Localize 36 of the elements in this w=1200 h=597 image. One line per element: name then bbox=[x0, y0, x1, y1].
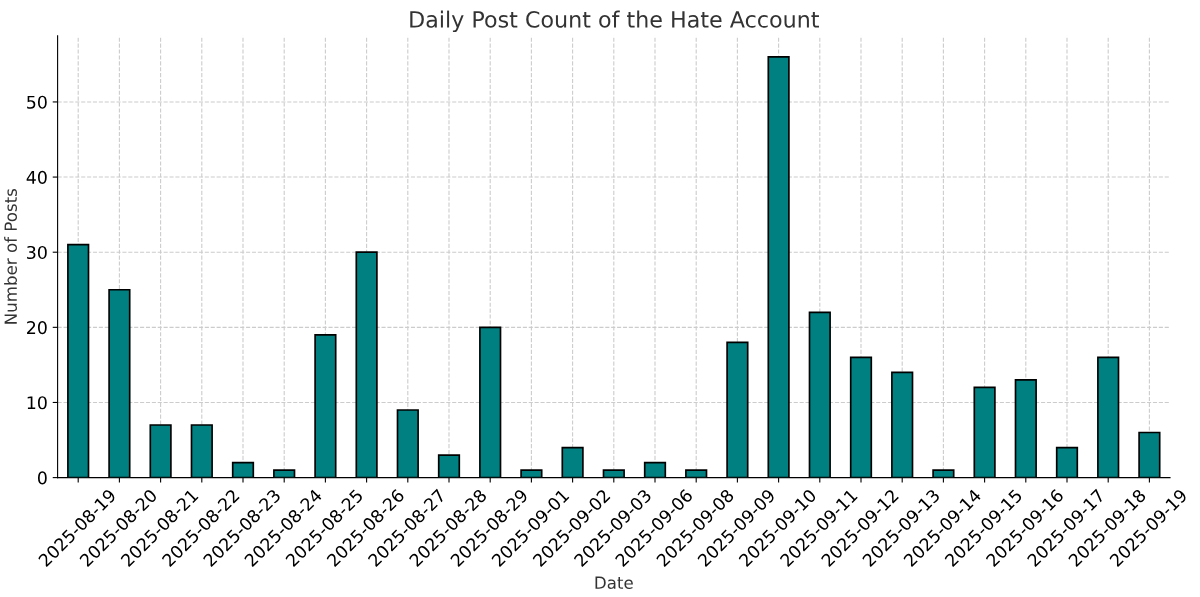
y-axis-title: Number of Posts bbox=[4, 188, 17, 324]
y-tick-label: 0 bbox=[37, 471, 47, 485]
bar bbox=[520, 469, 543, 478]
bar bbox=[190, 424, 213, 478]
y-tick-label: 10 bbox=[27, 396, 47, 410]
bar bbox=[67, 243, 90, 478]
bar bbox=[726, 341, 749, 478]
bar bbox=[891, 371, 914, 478]
bar bbox=[808, 311, 831, 478]
bar bbox=[108, 288, 131, 478]
y-tick-label: 40 bbox=[26, 170, 47, 184]
bar bbox=[685, 469, 708, 478]
bar bbox=[1014, 379, 1037, 478]
bar bbox=[561, 446, 584, 478]
bar bbox=[643, 461, 667, 478]
y-tick-label: 30 bbox=[27, 245, 47, 260]
bar bbox=[437, 454, 461, 478]
chart-title: Daily Post Count of the Hate Account bbox=[410, 10, 819, 33]
bar bbox=[932, 469, 955, 478]
x-axis-title: Date bbox=[595, 576, 633, 589]
y-tick-label: 20 bbox=[27, 321, 47, 335]
bar bbox=[355, 251, 378, 478]
bar bbox=[767, 56, 790, 478]
bar bbox=[1055, 446, 1079, 478]
bar bbox=[602, 469, 625, 478]
bar bbox=[149, 424, 172, 478]
bar bbox=[1097, 356, 1120, 478]
bar bbox=[231, 461, 255, 478]
bar bbox=[1138, 431, 1161, 478]
y-tick-label: 50 bbox=[27, 95, 47, 109]
bar bbox=[273, 469, 296, 478]
bar bbox=[479, 326, 502, 478]
bar bbox=[849, 356, 873, 478]
bar bbox=[314, 334, 337, 478]
bar bbox=[973, 386, 996, 478]
bar bbox=[396, 409, 419, 478]
